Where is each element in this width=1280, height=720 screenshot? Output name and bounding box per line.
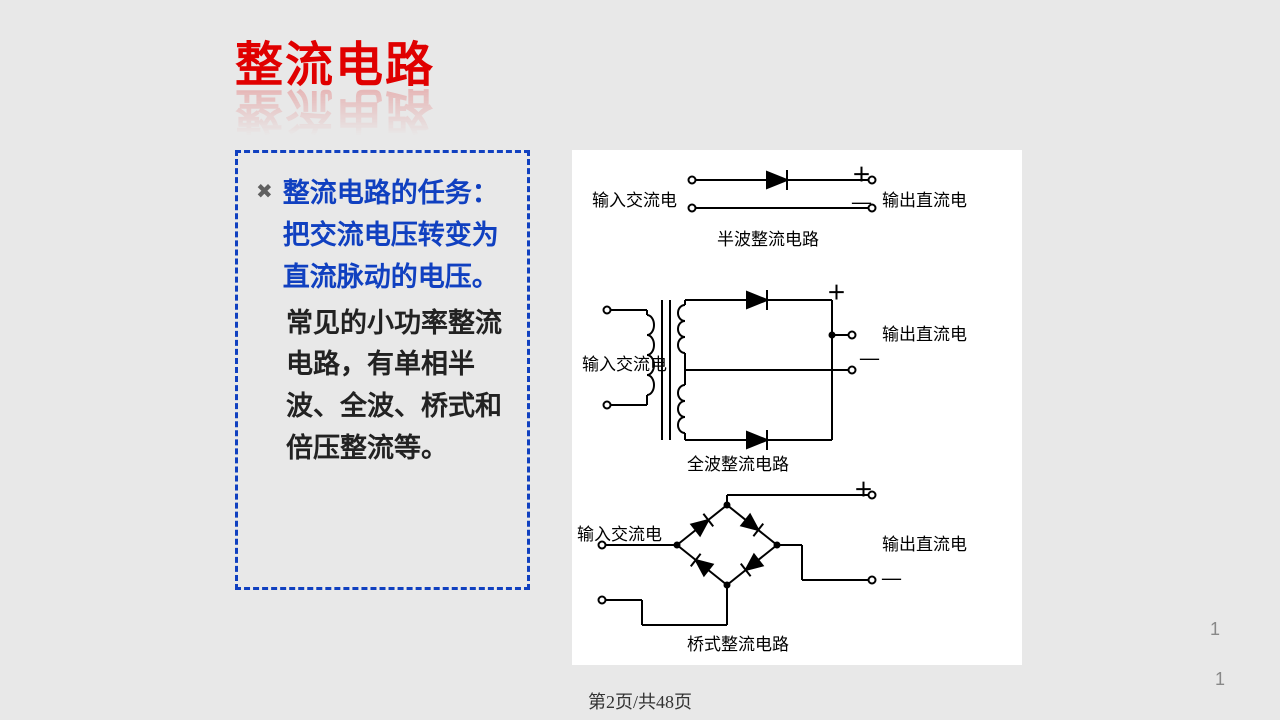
circuit-diagram-panel: 输入交流电 输出直流电 ＋ — 半波整流电路 输入交流电 输出直流电 ＋ — 全… <box>572 150 1022 665</box>
bullet-marker-icon: ✖ <box>256 179 273 204</box>
slide: 整流电路 整流电路 ✖ 整流电路的任务：把交流电压转变为直流脉动的电压。 常见的… <box>0 0 1280 720</box>
c3-plus: ＋ <box>854 475 873 502</box>
c3-minus: — <box>882 568 901 590</box>
c1-output-label: 输出直流电 <box>882 186 967 211</box>
c1-input-label: 输入交流电 <box>592 186 677 211</box>
bullet-item-1: ✖ 整流电路的任务：把交流电压转变为直流脉动的电压。 <box>256 173 509 299</box>
c3-input-label: 输入交流电 <box>577 520 662 545</box>
c2-caption: 全波整流电路 <box>687 450 789 475</box>
c3-output-label: 输出直流电 <box>882 530 967 555</box>
page-indicator: 第2页/共48页 <box>588 688 692 714</box>
bullet-text-2: 常见的小功率整流电路，有单相半波、全波、桥式和倍压整流等。 <box>286 303 509 470</box>
c1-caption: 半波整流电路 <box>717 225 819 250</box>
c2-minus: — <box>860 348 879 370</box>
slide-title-reflection: 整流电路 <box>235 80 435 150</box>
slide-number-2: 1 <box>1215 669 1225 690</box>
c2-output-label: 输出直流电 <box>882 320 967 345</box>
content-textbox: ✖ 整流电路的任务：把交流电压转变为直流脉动的电压。 常见的小功率整流电路，有单… <box>235 150 530 590</box>
bullet-text-1: 整流电路的任务：把交流电压转变为直流脉动的电压。 <box>283 173 509 299</box>
c2-input-label: 输入交流电 <box>582 350 667 375</box>
c2-plus: ＋ <box>827 278 846 305</box>
c3-caption: 桥式整流电路 <box>687 630 789 655</box>
slide-number-1: 1 <box>1210 619 1220 640</box>
c1-minus: — <box>852 192 871 214</box>
c1-plus: ＋ <box>852 160 871 187</box>
